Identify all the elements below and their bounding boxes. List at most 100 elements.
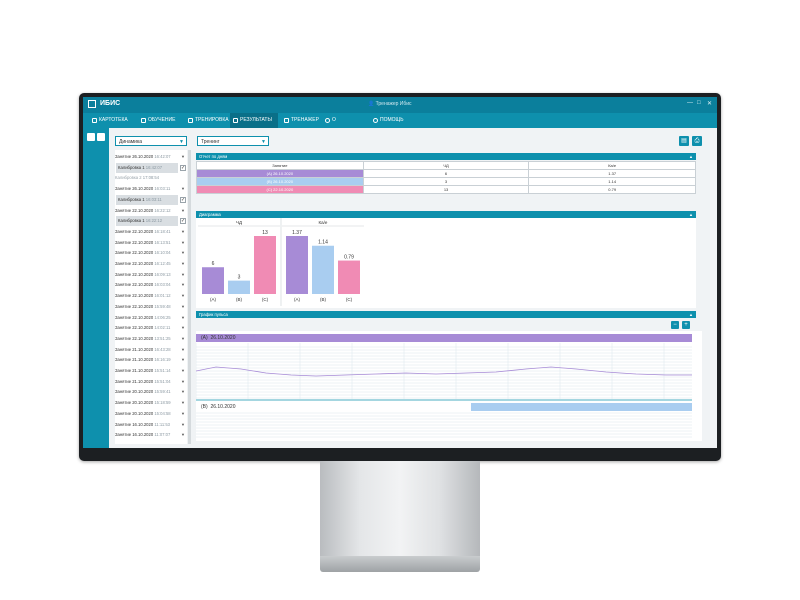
expand-icon[interactable]: ▼ (181, 346, 185, 352)
minimize-button[interactable]: — (687, 100, 693, 106)
session-item[interactable]: Занятие 22.10.2020 15:59:48 ▼ (115, 302, 187, 312)
calibration-item[interactable]: Калибровка 1 16:22:12 ✓ (116, 216, 186, 227)
menu-item-workout[interactable]: ТРЕНИРОВКА (185, 113, 229, 128)
session-item[interactable]: Занятие 26.10.2020 16:03:11 ▼ (115, 184, 187, 194)
main-menu: КАРТОТЕКА ОБУЧЕНИЕ ТРЕНИРОВКА РЕЗУЛЬТАТЫ… (83, 113, 717, 138)
diagram-panel-header[interactable]: Диаграмма ▲ (196, 211, 696, 218)
session-name: Занятие 22.10.2020 (115, 228, 154, 234)
expand-icon[interactable]: ▼ (181, 282, 185, 288)
menu-item-help[interactable]: ПОМОЩЬ (370, 113, 410, 128)
expand-icon[interactable]: ▼ (181, 432, 185, 438)
expand-icon[interactable]: ▼ (181, 357, 185, 363)
session-item[interactable]: Занятие 22.10.2020 16:22:12 ▼ (115, 206, 187, 216)
expand-icon[interactable]: ▼ (181, 261, 185, 266)
expand-icon[interactable]: ▼ (181, 239, 185, 245)
pulse-panel-header[interactable]: График пульса ▲ (196, 311, 696, 318)
maximize-button[interactable]: □ (697, 100, 701, 106)
session-item[interactable]: Занятие 22.10.2020 16:18:41 ▼ (115, 227, 187, 237)
session-time: 16:03:04 (154, 282, 171, 288)
session-item[interactable]: Занятие 22.10.2020 16:10:04 ▼ (115, 248, 187, 258)
session-name: Занятие 22.10.2020 (115, 207, 154, 213)
users-group-icon[interactable] (87, 133, 95, 141)
expand-icon[interactable]: ▼ (181, 378, 185, 384)
session-item[interactable]: Занятие 22.10.2020 14:02:11 ▼ (115, 323, 187, 333)
diagram-charts: ЧД 6 (A) 3 (B) 13 (C) Ка/е 1.37 (A) 1.14 (B) 0.79 (C) (198, 218, 364, 306)
expand-icon[interactable]: ▼ (181, 389, 185, 395)
export-chart-button[interactable]: ▤ (679, 136, 689, 146)
session-name: Занятие 22.10.2020 (115, 261, 154, 266)
menu-item-cardfile[interactable]: КАРТОТЕКА (89, 113, 137, 128)
expand-icon[interactable]: ▼ (181, 207, 185, 213)
collapse-icon[interactable]: ▲ (689, 212, 693, 217)
session-item[interactable]: Занятие 21.10.2020 15:51:14 ▼ (115, 366, 187, 376)
session-name: Занятие 21.10.2020 (115, 378, 154, 384)
zoom-out-button[interactable]: − (671, 321, 679, 329)
expand-icon[interactable]: ▼ (181, 250, 185, 256)
expand-icon[interactable]: ▼ (181, 303, 185, 309)
chd-cell: 3 (362, 177, 530, 186)
session-name: Занятие 22.10.2020 (115, 239, 154, 245)
close-button[interactable]: ✕ (707, 101, 713, 107)
session-item[interactable]: Занятие 16.10.2020 11:07:07 ▼ (115, 430, 187, 440)
expand-icon[interactable]: ▼ (181, 421, 185, 427)
expand-icon[interactable]: ▼ (181, 410, 185, 416)
session-item[interactable]: Занятие 22.10.2020 16:09:13 ▼ (115, 270, 187, 280)
table-row[interactable]: (A) 26.10.2020 6 1.37 (196, 169, 696, 178)
session-time: 13:51:25 (154, 335, 171, 341)
session-item[interactable]: Занятие 22.10.2020 16:01:12 ▼ (115, 291, 187, 301)
session-item[interactable]: Занятие 21.10.2020 15:51:04 ▼ (115, 377, 187, 387)
expand-icon[interactable]: ▼ (181, 325, 185, 331)
calibration-item[interactable]: Калибровка 1 16:03:11 ✓ (116, 194, 186, 205)
table-row[interactable]: (C) 22.10.2020 13 0.79 (196, 185, 696, 194)
expand-icon[interactable]: ▼ (181, 368, 185, 373)
session-item[interactable]: Занятие 26.10.2020 16:42:07 ▼ (115, 152, 187, 162)
checkbox[interactable]: ✓ (180, 196, 186, 203)
session-item[interactable]: Занятие 22.10.2020 13:51:25 ▼ (115, 334, 187, 344)
session-time: 16:22:12 (145, 218, 163, 224)
expand-icon[interactable]: ▼ (181, 186, 185, 192)
menu-item-trainer[interactable]: ТРЕНАЖЕР (281, 113, 321, 128)
mode-select[interactable]: Динамика ▼ (115, 136, 187, 146)
expand-icon[interactable]: ▼ (181, 314, 185, 320)
checkbox[interactable]: ✓ (180, 164, 186, 171)
user-icon[interactable] (97, 133, 105, 141)
menu-item-training-course[interactable]: ОБУЧЕНИЕ (138, 113, 184, 128)
expand-icon[interactable]: ▼ (181, 335, 185, 341)
menu-item-about[interactable]: О ПРОГРАММЕ (322, 113, 368, 138)
session-item[interactable]: Занятие 20.10.2020 15:04:58 ▼ (115, 409, 187, 419)
calibration-item[interactable]: Калибровка 2 17:08:54 (115, 173, 187, 183)
session-item[interactable]: Занятие 22.10.2020 16:13:51 ▼ (115, 238, 187, 248)
session-item[interactable]: Занятие 20.10.2020 15:18:59 ▼ (115, 398, 187, 408)
report-panel-header[interactable]: Отчет по дням ▲ (196, 153, 696, 160)
session-item[interactable]: Занятие 16.10.2020 11:11:53 ▼ (115, 420, 187, 430)
print-button[interactable]: ⎙ (692, 136, 702, 146)
session-name: Калибровка 1 (118, 218, 145, 224)
calibration-item[interactable]: Калибровка 1 16:42:07 ✓ (116, 162, 186, 173)
session-item[interactable]: Занятие 20.10.2020 15:59:41 ▼ (115, 387, 187, 397)
session-item[interactable]: Занятие 22.10.2020 14:06:25 ▼ (115, 313, 187, 323)
expand-icon[interactable]: ▼ (181, 400, 185, 406)
checkbox[interactable]: ✓ (180, 218, 186, 225)
pulse-row-b-header[interactable]: (B) 26.10.2020 (196, 403, 466, 411)
pulse-row-a-header[interactable]: (A) 26.10.2020 (196, 334, 692, 342)
session-item[interactable]: Занятие 21.10.2020 16:43:28 ▼ (115, 345, 187, 355)
monitor-chin (83, 448, 717, 458)
session-item[interactable]: Занятие 22.10.2020 16:12:45 ▼ (115, 259, 187, 269)
expand-icon[interactable]: ▼ (181, 228, 185, 234)
session-list-scrollbar[interactable] (188, 150, 191, 444)
session-item[interactable]: Занятие 22.10.2020 16:03:04 ▼ (115, 280, 187, 290)
collapse-icon[interactable]: ▲ (689, 312, 693, 317)
bar (202, 267, 224, 294)
table-row[interactable]: (B) 26.10.2020 3 1.14 (196, 177, 696, 186)
type-select[interactable]: Тренинг ▼ (197, 136, 269, 146)
session-item[interactable]: Занятие 21.10.2020 16:16:19 ▼ (115, 355, 187, 365)
expand-icon[interactable]: ▼ (181, 154, 185, 159)
menu-item-results[interactable]: РЕЗУЛЬТАТЫ (230, 113, 278, 128)
session-name: Занятие 26.10.2020 (115, 154, 154, 159)
left-sidebar (83, 128, 109, 448)
expand-icon[interactable]: ▼ (181, 271, 185, 277)
zoom-in-button[interactable]: + (682, 321, 690, 329)
collapse-icon[interactable]: ▲ (689, 154, 693, 159)
expand-icon[interactable]: ▼ (181, 293, 185, 299)
session-name: Занятие 22.10.2020 (115, 250, 154, 256)
